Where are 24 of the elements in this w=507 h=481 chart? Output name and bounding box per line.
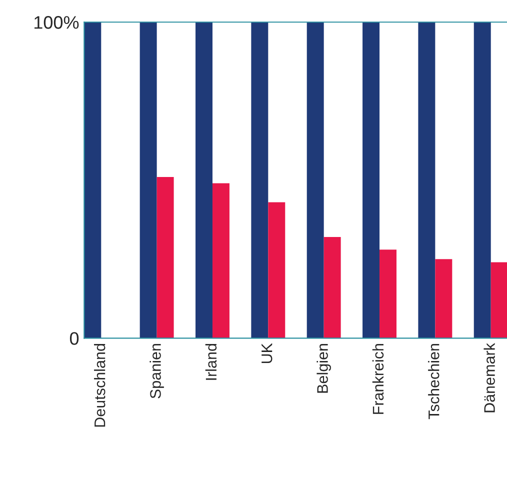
x-tick-label: UK (262, 343, 272, 364)
x-tick-label: Dänemark (484, 342, 495, 412)
bar (196, 22, 212, 338)
bar (306, 22, 324, 338)
bar (156, 176, 174, 338)
bar (380, 250, 396, 338)
x-tick-label: Frankreich (372, 344, 384, 414)
x-tick-label: Tschechien (428, 344, 440, 420)
x-tick-label: Deutschland (94, 344, 106, 427)
x-tick-label: Irland (205, 344, 217, 380)
bar (140, 22, 157, 338)
y-tick-label: 0 (70, 332, 79, 345)
bar (251, 22, 268, 338)
bar (490, 262, 507, 338)
y-tick-label: 100% (34, 16, 79, 29)
bar (418, 22, 436, 338)
x-tick-label: Spanien (150, 344, 164, 398)
bar (212, 183, 230, 338)
bar (362, 22, 380, 338)
bar (268, 202, 286, 338)
x-tick-label: Belgien (316, 344, 331, 393)
bar (435, 259, 452, 338)
bar (474, 22, 491, 338)
bar (324, 237, 341, 338)
